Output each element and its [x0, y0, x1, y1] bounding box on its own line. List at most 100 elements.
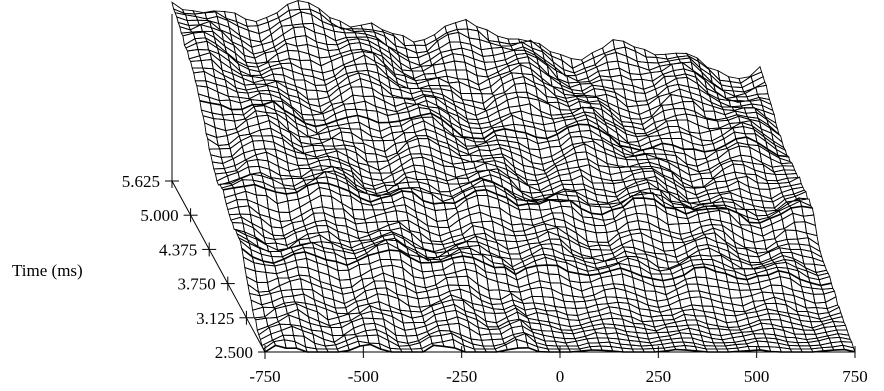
mesh-cell [667, 83, 681, 95]
mesh-cell [331, 101, 345, 111]
mesh-cell [488, 74, 502, 88]
mesh-cell [434, 209, 448, 222]
time-tick-label: 4.375 [159, 240, 197, 259]
mesh-cell [305, 89, 319, 100]
x-tick-label: 750 [842, 367, 868, 386]
mesh-cell [414, 78, 429, 85]
mesh-cell [595, 231, 609, 243]
mesh-cell [288, 8, 302, 18]
mesh-cell [465, 170, 480, 179]
mesh-cell [343, 298, 358, 309]
mesh-cell [481, 93, 495, 105]
mesh-cell [417, 334, 432, 344]
mesh-cell [417, 52, 431, 66]
mesh-cell [619, 233, 633, 246]
mesh-cell [337, 269, 351, 281]
mesh-cell [474, 141, 489, 147]
mesh-cell [319, 165, 333, 171]
mesh-cell [298, 167, 313, 178]
mesh-cell [454, 19, 469, 30]
mesh-cell [374, 212, 388, 223]
mesh-cell [354, 290, 368, 302]
mesh-cell [257, 61, 271, 73]
mesh-cell [707, 192, 721, 200]
mesh-cell [653, 118, 668, 130]
mesh-cell [517, 243, 531, 255]
mesh-cell [343, 102, 357, 111]
mesh-cell [501, 299, 515, 311]
mesh-cell [373, 31, 388, 47]
x-tick-label: 0 [556, 367, 565, 386]
mesh-cell [258, 66, 273, 76]
mesh-cell [381, 132, 395, 142]
mesh-cell [759, 152, 773, 168]
mesh-cell [420, 342, 435, 353]
mesh-cell [662, 70, 676, 77]
mesh-cell [557, 101, 572, 111]
mesh-cell [289, 278, 303, 291]
mesh-cell [460, 185, 475, 193]
mesh-cell [335, 72, 349, 86]
mesh-cell [614, 215, 629, 232]
mesh-cell [646, 95, 660, 106]
mesh-cell [297, 0, 311, 10]
mesh-cell [237, 25, 251, 41]
mesh-cell [344, 334, 358, 342]
mesh-cell [311, 206, 325, 214]
mesh-cell [460, 222, 474, 236]
mesh-cell [373, 280, 387, 289]
mesh-cell [433, 274, 447, 286]
mesh-cell [411, 315, 425, 324]
mesh-cell [360, 310, 374, 319]
mesh-cell [363, 215, 378, 224]
mesh-cell [433, 25, 448, 41]
mesh-cell [412, 93, 426, 102]
mesh-cell [317, 96, 331, 108]
mesh-cell [765, 241, 779, 253]
mesh-cell [823, 290, 837, 303]
ridge-line [199, 100, 789, 158]
mesh-cell [681, 264, 696, 276]
ridge-line [223, 181, 813, 224]
x-tick-label: -500 [348, 367, 379, 386]
time-axis-ticks: 2.500 3.125 3.750 4.375 5.000 5.625 [122, 172, 272, 362]
mesh-cell [244, 18, 259, 27]
mesh-cell [568, 130, 582, 138]
mesh-cell [365, 189, 379, 198]
mesh-cell [674, 278, 688, 290]
mesh-cell [372, 272, 386, 282]
mesh-cell [609, 171, 623, 182]
mesh-cell [667, 263, 682, 270]
mesh-cell [341, 94, 355, 105]
mesh-cell [493, 343, 507, 350]
mesh-cell [183, 38, 198, 49]
mesh-cell [495, 63, 510, 73]
mesh-cell [323, 75, 337, 86]
mesh-cell [807, 236, 821, 253]
mesh-cell [565, 340, 579, 347]
mesh-cell [712, 201, 726, 206]
mesh-cell [304, 221, 318, 231]
mesh-cell [455, 69, 469, 80]
mesh-cell [546, 264, 560, 276]
mesh-cell [513, 265, 527, 276]
surface-mesh [171, 0, 856, 353]
time-axis-title: Time (ms) [12, 261, 83, 280]
mesh-cell [391, 131, 406, 141]
mesh-cell [659, 308, 673, 316]
mesh-cell [366, 293, 380, 305]
mesh-cell [390, 164, 404, 175]
mesh-cell [369, 235, 385, 242]
x-tick-label: -250 [446, 367, 477, 386]
mesh-cell [516, 56, 531, 64]
mesh-cell [280, 325, 295, 336]
mesh-cell [493, 92, 507, 101]
mesh-cell [643, 48, 658, 58]
mesh-cell [358, 263, 372, 277]
mesh-cell [279, 219, 294, 229]
mesh-cell [593, 225, 608, 234]
mesh-cell [291, 177, 305, 187]
mesh-cell [546, 169, 560, 181]
mesh-cell [550, 149, 565, 162]
